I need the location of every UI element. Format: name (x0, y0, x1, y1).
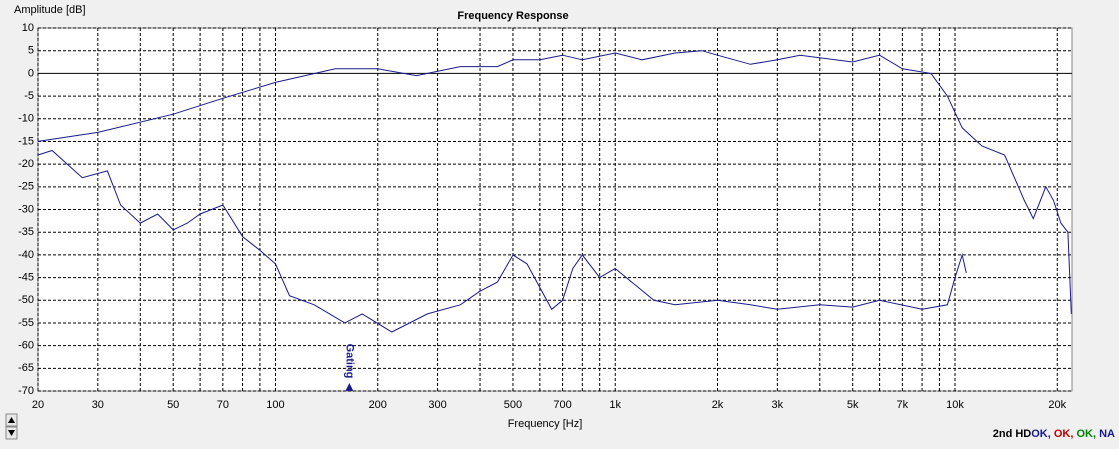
status-item: 2nd HD (993, 428, 1032, 440)
x-tick-label: 5k (847, 399, 859, 411)
y-tick-label: -30 (18, 203, 34, 215)
x-tick-label: 20 (32, 399, 44, 411)
x-tick-label: 700 (553, 399, 571, 411)
x-tick-label: 7k (897, 399, 909, 411)
y-tick-label: 10 (22, 22, 34, 34)
y-tick-label: -40 (18, 249, 34, 261)
status-item: OK, (1073, 428, 1096, 440)
y-tick-label: -65 (18, 362, 34, 374)
y-tick-label: -35 (18, 226, 34, 238)
x-tick-label: 3k (772, 399, 784, 411)
annotation: Gating (343, 344, 355, 379)
x-tick-label: 100 (266, 399, 284, 411)
x-axis-label: Frequency [Hz] (508, 418, 583, 430)
y-tick-label: -25 (18, 181, 34, 193)
x-tick-label: 500 (504, 399, 522, 411)
x-tick-label: 20k (1048, 399, 1066, 411)
y-tick-label: -5 (24, 90, 34, 102)
series-line (37, 50, 1072, 314)
x-tick-label: 300 (428, 399, 446, 411)
y-tick-label: -50 (18, 294, 34, 306)
y-tick-label: -60 (18, 340, 34, 352)
status-text: 2nd HDOK, OK, OK, NA (993, 428, 1115, 440)
chart-title: Frequency Response (457, 10, 568, 22)
y-axis-label: Amplitude [dB] (14, 4, 86, 16)
status-item: OK, (1031, 428, 1051, 440)
status-item: NA (1096, 428, 1115, 440)
y-tick-label: -55 (18, 317, 34, 329)
arrow-up (8, 417, 15, 423)
arrow-down (8, 430, 15, 436)
y-tick-label: -15 (18, 135, 34, 147)
status-item: OK, (1051, 428, 1074, 440)
x-tick-label: 70 (217, 399, 229, 411)
x-tick-label: 30 (92, 399, 104, 411)
y-tick-label: -20 (18, 158, 34, 170)
gating-marker (345, 383, 354, 391)
y-tick-label: 5 (28, 45, 34, 57)
y-tick-label: -10 (18, 113, 34, 125)
x-tick-label: 200 (369, 399, 387, 411)
x-tick-label: 2k (712, 399, 724, 411)
y-tick-label: -70 (18, 385, 34, 397)
y-tick-label: -45 (18, 271, 34, 283)
x-tick-label: 1k (609, 399, 621, 411)
x-tick-label: 10k (946, 399, 964, 411)
scroll-buttons[interactable] (5, 413, 18, 440)
x-tick-label: 50 (167, 399, 179, 411)
series-line (37, 149, 967, 333)
y-tick-label: 0 (28, 67, 34, 79)
